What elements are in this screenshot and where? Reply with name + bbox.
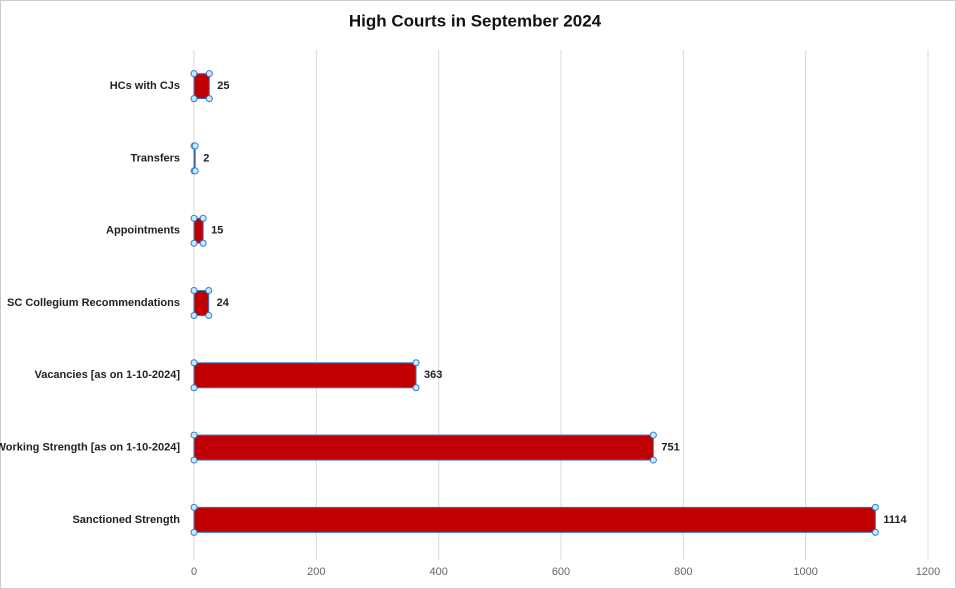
selection-handle [190, 384, 198, 392]
selection-handle [871, 528, 879, 536]
data-label: 15 [211, 225, 223, 237]
selection-handle [190, 70, 198, 78]
selection-handle [412, 384, 420, 392]
bar [193, 217, 204, 244]
selection-handle [871, 503, 879, 511]
data-label: 363 [424, 369, 442, 381]
selection-handle [191, 167, 199, 175]
data-label: 751 [661, 441, 679, 453]
y-tick-label: SC Collegium Recommendations [7, 297, 180, 309]
selection-handle [190, 456, 198, 464]
selection-handle [190, 503, 198, 511]
selection-handle [190, 239, 198, 247]
data-label: 24 [217, 297, 230, 309]
x-tick-label: 1000 [793, 566, 817, 578]
y-tick-label: HCs with CJs [110, 80, 180, 92]
selection-handle [190, 528, 198, 536]
selection-handle [205, 70, 213, 78]
selection-handle [205, 287, 213, 294]
y-tick-label: Vacancies [as on 1-10-2024] [34, 369, 180, 381]
chart-title: High Courts in September 2024 [349, 11, 602, 30]
y-tick-label: Sanctioned Strength [72, 514, 180, 526]
selection-handle [649, 431, 657, 439]
bar [193, 73, 210, 100]
selection-handle [190, 431, 198, 439]
y-tick-label: Appointments [106, 225, 180, 237]
y-tick-label: Working Strength [as on 1-10-2024] [0, 441, 180, 453]
selection-handle [191, 142, 199, 150]
data-label: 1114 [883, 514, 907, 526]
x-tick-label: 200 [307, 566, 325, 578]
data-label: 2 [203, 152, 209, 164]
selection-handle [190, 312, 198, 319]
bar [193, 506, 876, 533]
y-tick-label: Transfers [130, 152, 180, 164]
selection-handle [199, 214, 207, 222]
x-tick-label: 600 [552, 566, 570, 578]
bar [193, 434, 654, 461]
selection-handle [649, 456, 657, 464]
x-tick-label: 0 [191, 566, 197, 578]
bar [193, 145, 196, 172]
selection-handle [190, 95, 198, 103]
selection-handle [412, 359, 420, 367]
x-tick-label: 400 [429, 566, 447, 578]
data-label: 25 [217, 80, 229, 92]
selection-handle [190, 287, 198, 294]
x-tick-label: 1200 [916, 566, 940, 578]
bar [193, 290, 210, 316]
bar [193, 362, 417, 389]
selection-handle [190, 359, 198, 367]
selection-handle [205, 95, 213, 103]
selection-handle [190, 214, 198, 222]
x-tick-label: 800 [674, 566, 692, 578]
selection-handle [205, 312, 213, 319]
selection-handle [199, 239, 207, 247]
